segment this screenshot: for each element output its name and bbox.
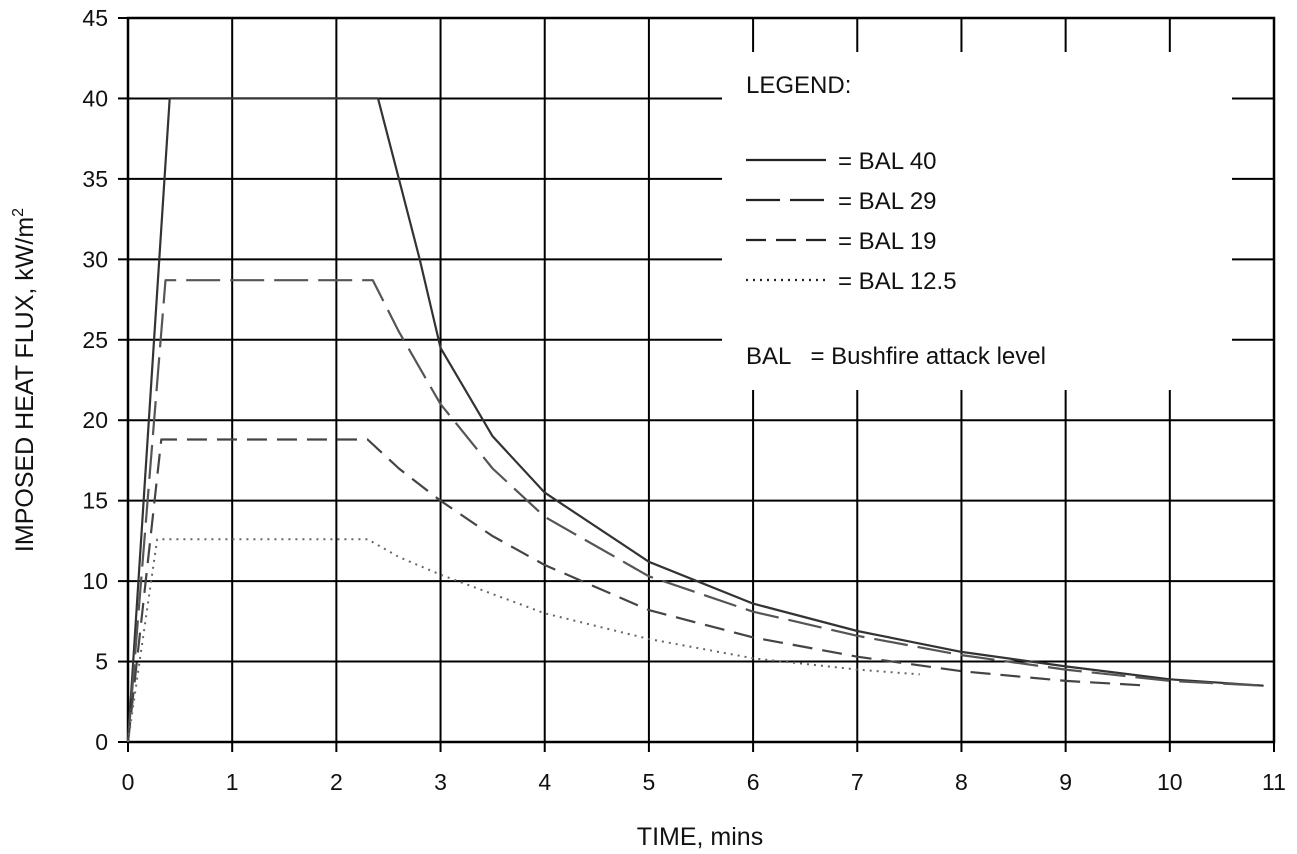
y-tick-label: 20 xyxy=(82,407,108,433)
y-axis-label-main: IMPOSED HEAT FLUX, kW/m xyxy=(11,217,39,552)
x-tick-label: 3 xyxy=(434,769,447,795)
y-axis-label: IMPOSED HEAT FLUX, kW/m2 xyxy=(10,208,39,552)
y-tick-label: 30 xyxy=(82,246,108,272)
y-tick-label: 35 xyxy=(82,166,108,192)
x-tick-label: 9 xyxy=(1059,769,1072,795)
legend-label: = BAL 29 xyxy=(838,188,937,215)
x-tick-label: 5 xyxy=(643,769,656,795)
x-tick-label: 8 xyxy=(955,769,968,795)
y-tick-label: 10 xyxy=(82,568,108,594)
y-tick-label: 15 xyxy=(82,488,108,514)
legend-label: = BAL 19 xyxy=(838,228,937,255)
x-tick-label: 1 xyxy=(226,769,239,795)
series-line-1 xyxy=(126,97,1264,743)
plot-frame xyxy=(126,16,1276,744)
x-axis-label: TIME, mins xyxy=(637,823,763,851)
y-tick-label: 45 xyxy=(82,5,108,31)
y-axis-label-group: IMPOSED HEAT FLUX, kW/m2 xyxy=(10,208,39,552)
series-line-3 xyxy=(126,438,1150,743)
series-line-2 xyxy=(126,279,1264,743)
x-tick-label: 11 xyxy=(1262,769,1286,795)
legend-title: LEGEND: xyxy=(746,72,851,99)
x-tick-label: 10 xyxy=(1157,769,1183,795)
y-tick-label: 40 xyxy=(82,85,108,111)
series-line-4 xyxy=(127,538,920,743)
legend-label: = BAL 40 xyxy=(838,148,937,175)
legend-note: BAL = Bushfire attack level xyxy=(746,343,1046,370)
y-axis-label-superscript: 2 xyxy=(10,208,27,217)
series-layer xyxy=(126,97,1264,743)
x-tick-label: 6 xyxy=(747,769,760,795)
legend: LEGEND: = BAL 40 = BAL 29 = BAL 19 = BAL 12… xyxy=(722,52,1232,390)
y-tick-label: 25 xyxy=(82,327,108,353)
y-tick-label: 0 xyxy=(95,729,108,755)
x-tick-label: 7 xyxy=(851,769,864,795)
x-tick-label: 0 xyxy=(122,769,135,795)
y-tick-label: 5 xyxy=(95,649,108,675)
legend-background xyxy=(722,52,1232,390)
x-tick-label: 4 xyxy=(538,769,551,795)
legend-label: = BAL 12.5 xyxy=(838,268,957,295)
x-tick-label: 2 xyxy=(330,769,343,795)
